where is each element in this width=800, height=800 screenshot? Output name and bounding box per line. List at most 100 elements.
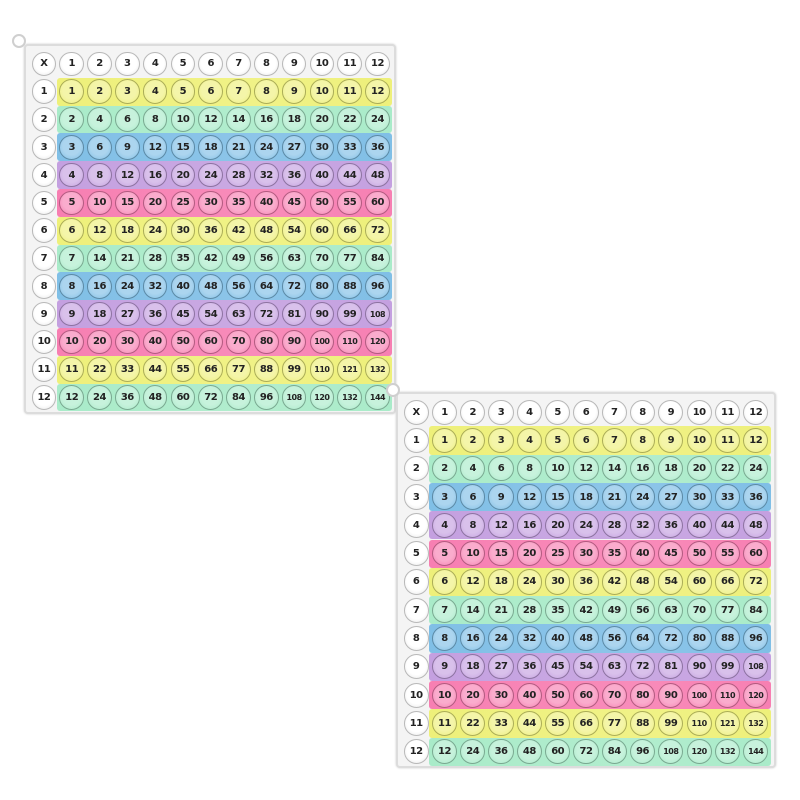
product-bubble[interactable]: 35 — [601, 541, 627, 567]
product-bubble[interactable]: 66 — [198, 357, 224, 383]
product-bubble[interactable]: 8 — [59, 273, 85, 299]
product-bubble[interactable]: 20 — [516, 541, 542, 567]
product-bubble[interactable]: 55 — [714, 541, 741, 567]
product-bubble[interactable]: 22 — [337, 107, 363, 132]
product-bubble[interactable]: 44 — [516, 710, 542, 737]
product-bubble[interactable]: 10 — [460, 541, 486, 567]
product-bubble[interactable]: 132 — [337, 385, 363, 410]
product-bubble[interactable]: 15 — [545, 484, 571, 510]
product-bubble[interactable]: 84 — [601, 739, 627, 765]
product-bubble[interactable]: 5 — [431, 541, 458, 567]
product-bubble[interactable]: 88 — [714, 625, 741, 652]
product-bubble[interactable]: 96 — [365, 273, 390, 299]
product-bubble[interactable]: 8 — [516, 456, 542, 482]
product-bubble[interactable]: 77 — [714, 597, 741, 623]
product-bubble[interactable]: 99 — [337, 301, 363, 327]
product-bubble[interactable]: 10 — [170, 107, 196, 132]
product-bubble[interactable]: 1 — [431, 427, 458, 454]
product-bubble[interactable]: 108 — [743, 654, 769, 680]
product-bubble[interactable]: 9 — [658, 427, 684, 454]
product-bubble[interactable]: 144 — [743, 739, 769, 765]
product-bubble[interactable]: 6 — [114, 107, 140, 132]
product-bubble[interactable]: 12 — [87, 218, 112, 244]
product-bubble[interactable]: 36 — [142, 301, 168, 327]
product-bubble[interactable]: 5 — [170, 79, 196, 105]
product-bubble[interactable]: 48 — [198, 273, 224, 299]
product-bubble[interactable]: 10 — [309, 79, 335, 105]
product-bubble[interactable]: 108 — [658, 739, 684, 765]
product-bubble[interactable]: 27 — [281, 134, 307, 160]
product-bubble[interactable]: 24 — [87, 385, 112, 410]
product-bubble[interactable]: 9 — [281, 79, 307, 105]
product-bubble[interactable]: 84 — [743, 597, 769, 623]
product-bubble[interactable]: 20 — [87, 329, 112, 355]
product-bubble[interactable]: 16 — [629, 456, 656, 482]
product-bubble[interactable]: 60 — [365, 190, 390, 216]
product-bubble[interactable]: 77 — [226, 357, 251, 383]
product-bubble[interactable]: 6 — [488, 456, 514, 482]
product-bubble[interactable]: 7 — [601, 427, 627, 454]
product-bubble[interactable]: 20 — [170, 162, 196, 188]
product-bubble[interactable]: 54 — [573, 654, 599, 680]
product-bubble[interactable]: 63 — [226, 301, 251, 327]
product-bubble[interactable]: 4 — [516, 427, 542, 454]
product-bubble[interactable]: 70 — [309, 246, 335, 271]
product-bubble[interactable]: 24 — [573, 512, 599, 538]
product-bubble[interactable]: 22 — [714, 456, 741, 482]
product-bubble[interactable]: 24 — [629, 484, 656, 510]
product-bubble[interactable]: 32 — [516, 625, 542, 652]
product-bubble[interactable]: 35 — [226, 190, 251, 216]
product-bubble[interactable]: 88 — [629, 710, 656, 737]
product-bubble[interactable]: 6 — [573, 427, 599, 454]
product-bubble[interactable]: 3 — [488, 427, 514, 454]
product-bubble[interactable]: 14 — [226, 107, 251, 132]
product-bubble[interactable]: 120 — [365, 329, 390, 355]
product-bubble[interactable]: 60 — [309, 218, 335, 244]
product-bubble[interactable]: 70 — [686, 597, 712, 623]
product-bubble[interactable]: 10 — [545, 456, 571, 482]
product-bubble[interactable]: 9 — [431, 654, 458, 680]
product-bubble[interactable]: 8 — [253, 79, 279, 105]
product-bubble[interactable]: 18 — [573, 484, 599, 510]
product-bubble[interactable]: 8 — [629, 427, 656, 454]
product-bubble[interactable]: 144 — [365, 385, 390, 410]
product-bubble[interactable]: 12 — [142, 134, 168, 160]
product-bubble[interactable]: 36 — [114, 385, 140, 410]
product-bubble[interactable]: 84 — [226, 385, 251, 410]
product-bubble[interactable]: 21 — [226, 134, 251, 160]
product-bubble[interactable]: 44 — [714, 512, 741, 538]
product-bubble[interactable]: 12 — [573, 456, 599, 482]
product-bubble[interactable]: 66 — [337, 218, 363, 244]
product-bubble[interactable]: 33 — [714, 484, 741, 510]
product-bubble[interactable]: 40 — [170, 273, 196, 299]
product-bubble[interactable]: 20 — [142, 190, 168, 216]
product-bubble[interactable]: 21 — [488, 597, 514, 623]
product-bubble[interactable]: 18 — [658, 456, 684, 482]
product-bubble[interactable]: 16 — [460, 625, 486, 652]
product-bubble[interactable]: 99 — [658, 710, 684, 737]
product-bubble[interactable]: 72 — [281, 273, 307, 299]
product-bubble[interactable]: 6 — [59, 218, 85, 244]
product-bubble[interactable]: 132 — [743, 710, 769, 737]
product-bubble[interactable]: 120 — [743, 682, 769, 708]
product-bubble[interactable]: 6 — [198, 79, 224, 105]
product-bubble[interactable]: 18 — [87, 301, 112, 327]
product-bubble[interactable]: 50 — [309, 190, 335, 216]
product-bubble[interactable]: 88 — [253, 357, 279, 383]
product-bubble[interactable]: 10 — [431, 682, 458, 708]
product-bubble[interactable]: 3 — [431, 484, 458, 510]
product-bubble[interactable]: 63 — [601, 654, 627, 680]
product-bubble[interactable]: 120 — [309, 385, 335, 410]
product-bubble[interactable]: 40 — [516, 682, 542, 708]
product-bubble[interactable]: 36 — [743, 484, 769, 510]
product-bubble[interactable]: 121 — [337, 357, 363, 383]
product-bubble[interactable]: 12 — [365, 79, 390, 105]
product-bubble[interactable]: 30 — [170, 218, 196, 244]
product-bubble[interactable]: 72 — [198, 385, 224, 410]
product-bubble[interactable]: 28 — [142, 246, 168, 271]
product-bubble[interactable]: 25 — [170, 190, 196, 216]
product-bubble[interactable]: 24 — [114, 273, 140, 299]
product-bubble[interactable]: 4 — [59, 162, 85, 188]
product-bubble[interactable]: 70 — [601, 682, 627, 708]
product-bubble[interactable]: 9 — [114, 134, 140, 160]
